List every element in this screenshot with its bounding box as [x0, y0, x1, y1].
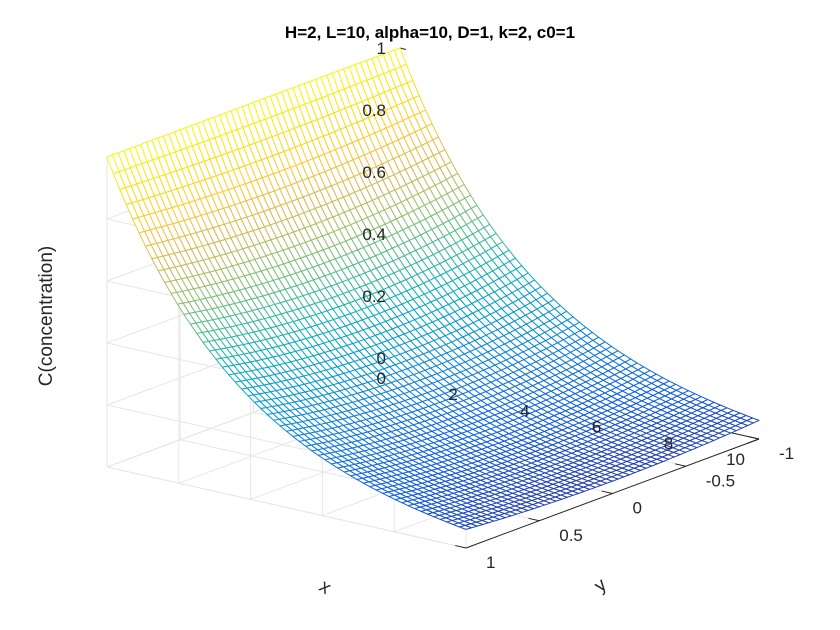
x-tick-label: 2 — [448, 385, 457, 404]
z-tick-label: 0 — [377, 349, 386, 368]
y-tick-mark — [748, 436, 760, 440]
y-tick-mark — [455, 545, 467, 549]
z-tick-mark — [399, 47, 407, 50]
y-tick-label: 0 — [633, 499, 642, 518]
wall-y1-grid-z — [106, 466, 467, 549]
y-tick-label: -0.5 — [706, 471, 735, 490]
z-tick-label: 0.4 — [362, 225, 386, 244]
z-tick-label: 0.8 — [362, 101, 386, 120]
y-axis-label: y — [590, 574, 611, 597]
z-axis-label: C(concentration) — [36, 246, 57, 386]
y-tick-label: 1 — [486, 553, 495, 572]
x-tick-label: 10 — [726, 450, 745, 469]
y-tick-mark — [528, 517, 540, 522]
x-tick-label: 0 — [377, 369, 386, 388]
z-tick-label: 1 — [377, 39, 386, 58]
x-tick-label: 6 — [592, 418, 601, 437]
y-tick-mark — [601, 490, 613, 494]
x-tick-label: 8 — [664, 434, 673, 453]
y-tick-label: -1 — [779, 444, 794, 463]
x-tick-label: 4 — [520, 401, 529, 420]
chart-title: H=2, L=10, alpha=10, D=1, k=2, c0=1 — [285, 23, 575, 42]
surface-mesh — [106, 47, 760, 530]
x-axis-label: x — [315, 576, 335, 599]
y-tick-label: 0.5 — [559, 526, 583, 545]
y-tick-mark — [674, 463, 686, 467]
surface-cell — [746, 417, 760, 424]
z-tick-label: 0.6 — [362, 163, 386, 182]
x-tick-mark — [747, 438, 760, 444]
z-tick-label: 0.2 — [362, 287, 386, 306]
